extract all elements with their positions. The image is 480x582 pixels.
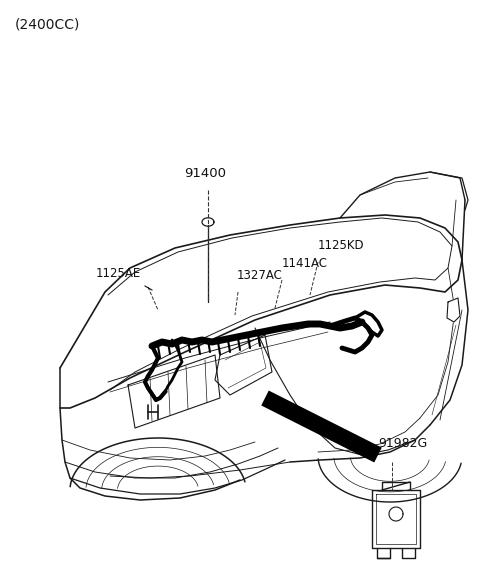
Polygon shape (447, 298, 460, 322)
Text: (2400CC): (2400CC) (15, 18, 80, 32)
Text: 91982G: 91982G (378, 437, 427, 450)
Text: 91400: 91400 (184, 167, 226, 180)
Text: 1141AC: 1141AC (282, 257, 328, 270)
Text: 1125AE: 1125AE (96, 267, 141, 280)
Text: 1327AC: 1327AC (237, 269, 283, 282)
Text: 1125KD: 1125KD (318, 239, 365, 252)
